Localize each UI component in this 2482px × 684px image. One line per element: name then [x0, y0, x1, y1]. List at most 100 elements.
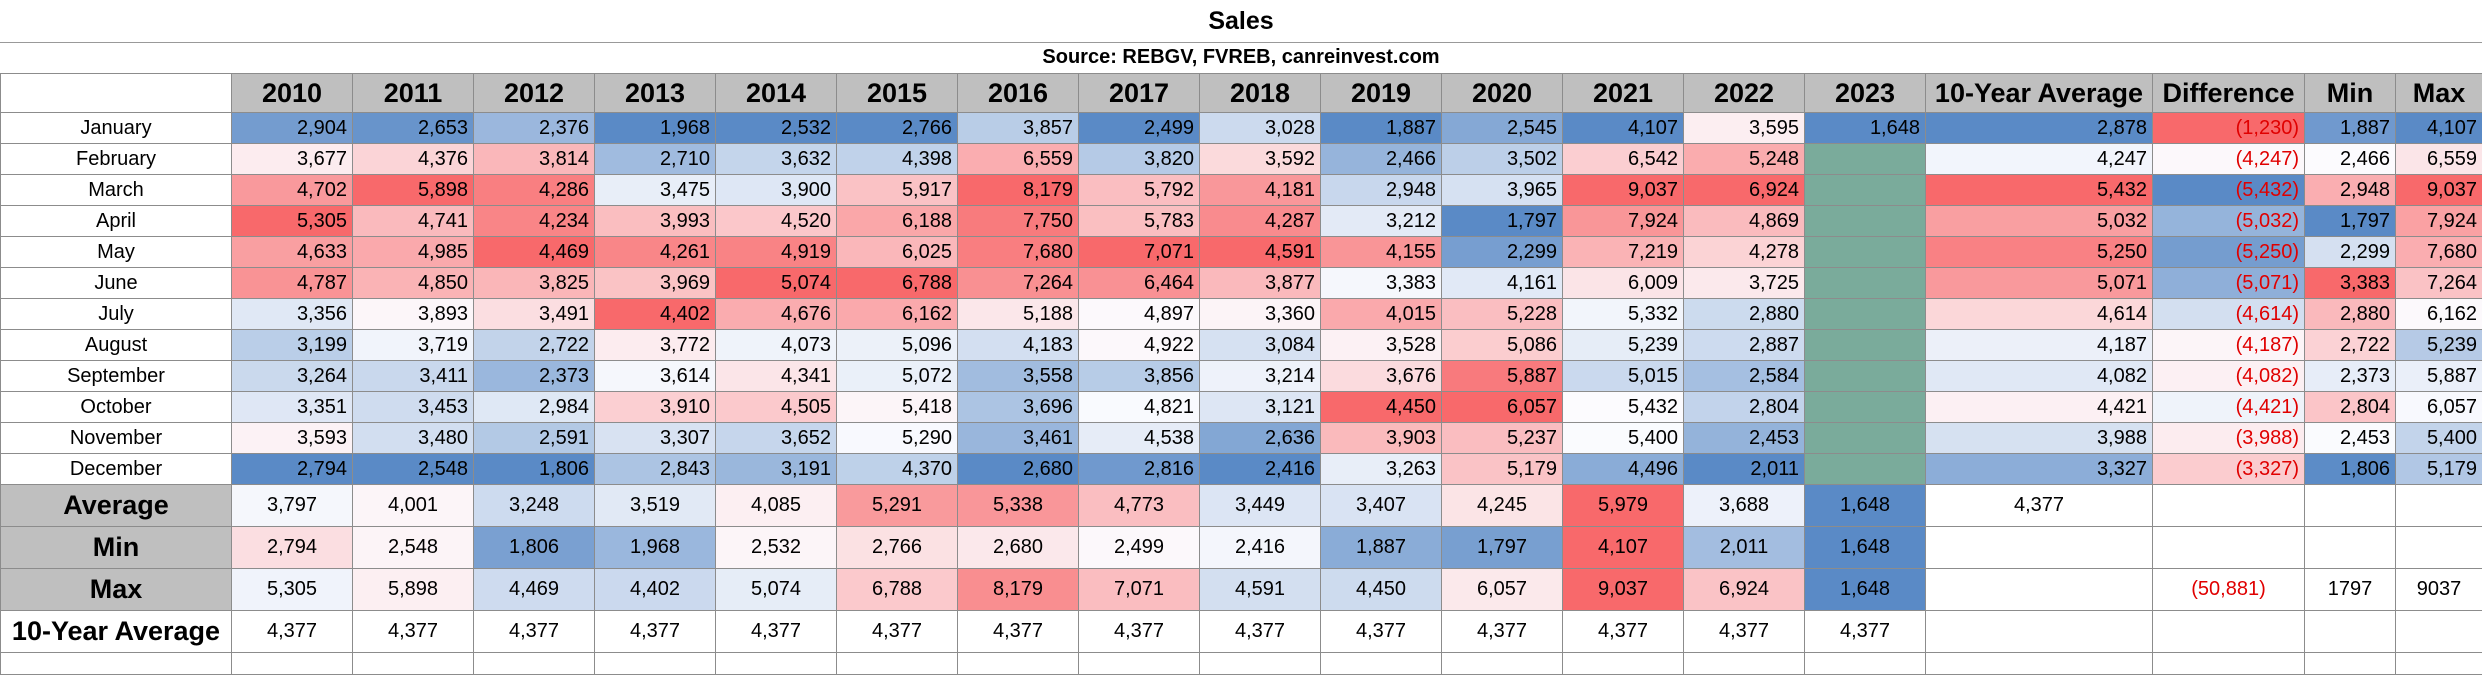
month-label[interactable]: May [0, 236, 232, 268]
summary-cell[interactable]: 5,291 [836, 484, 958, 527]
data-cell[interactable] [1804, 453, 1926, 485]
summary-cell[interactable]: 4,377 [594, 610, 716, 653]
data-cell[interactable]: 4,496 [1562, 453, 1684, 485]
summary-difference-cell[interactable]: (50,881) [2152, 568, 2305, 611]
min-cell[interactable]: 2,880 [2304, 298, 2396, 330]
max-cell[interactable]: 6,057 [2395, 391, 2482, 423]
data-cell[interactable]: 3,491 [473, 298, 595, 330]
summary-cell[interactable]: 1,797 [1441, 526, 1563, 569]
data-cell[interactable]: 4,155 [1320, 236, 1442, 268]
summary-cell[interactable]: 1,887 [1320, 526, 1442, 569]
data-cell[interactable]: 6,057 [1441, 391, 1563, 423]
data-cell[interactable]: 3,307 [594, 422, 716, 454]
difference-cell[interactable]: (4,614) [2152, 298, 2305, 330]
data-cell[interactable]: 5,400 [1562, 422, 1684, 454]
data-cell[interactable]: 4,341 [715, 360, 837, 392]
data-cell[interactable]: 3,191 [715, 453, 837, 485]
summary-cell[interactable]: 9,037 [1562, 568, 1684, 611]
data-cell[interactable]: 2,843 [594, 453, 716, 485]
data-cell[interactable]: 2,984 [473, 391, 595, 423]
data-cell[interactable]: 2,584 [1683, 360, 1805, 392]
data-cell[interactable]: 5,228 [1441, 298, 1563, 330]
ten-year-average-cell[interactable]: 5,071 [1925, 267, 2153, 299]
data-cell[interactable]: 5,074 [715, 267, 837, 299]
difference-cell[interactable]: (4,082) [2152, 360, 2305, 392]
data-cell[interactable]: 2,948 [1320, 174, 1442, 206]
data-cell[interactable]: 5,072 [836, 360, 958, 392]
summary-cell[interactable]: 4,377 [1804, 610, 1926, 653]
data-cell[interactable]: 9,037 [1562, 174, 1684, 206]
summary-min-cell[interactable] [2304, 610, 2396, 653]
ten-year-average-cell[interactable]: 4,614 [1925, 298, 2153, 330]
column-header[interactable]: 2023 [1804, 73, 1926, 113]
month-label[interactable]: September [0, 360, 232, 392]
ten-year-average-cell[interactable]: 5,032 [1925, 205, 2153, 237]
data-cell[interactable]: 4,702 [231, 174, 353, 206]
min-cell[interactable]: 2,948 [2304, 174, 2396, 206]
data-cell[interactable]: 3,383 [1320, 267, 1442, 299]
ten-year-average-cell[interactable]: 4,187 [1925, 329, 2153, 361]
max-cell[interactable]: 5,887 [2395, 360, 2482, 392]
data-cell[interactable]: 3,502 [1441, 143, 1563, 175]
data-cell[interactable]: 1,887 [1320, 112, 1442, 144]
data-cell[interactable]: 2,466 [1320, 143, 1442, 175]
data-cell[interactable]: 3,214 [1199, 360, 1321, 392]
data-cell[interactable]: 2,653 [352, 112, 474, 144]
data-cell[interactable]: 4,919 [715, 236, 837, 268]
data-cell[interactable]: 5,432 [1562, 391, 1684, 423]
data-cell[interactable]: 3,910 [594, 391, 716, 423]
data-cell[interactable]: 6,009 [1562, 267, 1684, 299]
data-cell[interactable]: 3,411 [352, 360, 474, 392]
data-cell[interactable]: 4,015 [1320, 298, 1442, 330]
empty-cell[interactable] [2152, 652, 2305, 675]
data-cell[interactable]: 2,887 [1683, 329, 1805, 361]
month-label[interactable]: June [0, 267, 232, 299]
summary-cell[interactable]: 3,688 [1683, 484, 1805, 527]
summary-cell[interactable]: 2,532 [715, 526, 837, 569]
data-cell[interactable]: 5,898 [352, 174, 474, 206]
max-cell[interactable]: 6,162 [2395, 298, 2482, 330]
summary-cell[interactable]: 4,450 [1320, 568, 1442, 611]
data-cell[interactable]: 3,969 [594, 267, 716, 299]
empty-cell[interactable] [1078, 652, 1200, 675]
summary-cell[interactable]: 1,648 [1804, 568, 1926, 611]
data-cell[interactable]: 3,725 [1683, 267, 1805, 299]
data-cell[interactable]: 8,179 [957, 174, 1079, 206]
data-cell[interactable]: 4,234 [473, 205, 595, 237]
data-cell[interactable]: 3,212 [1320, 205, 1442, 237]
data-cell[interactable]: 4,073 [715, 329, 837, 361]
data-cell[interactable] [1804, 422, 1926, 454]
data-cell[interactable]: 6,162 [836, 298, 958, 330]
data-cell[interactable]: 3,820 [1078, 143, 1200, 175]
min-cell[interactable]: 2,453 [2304, 422, 2396, 454]
summary-average-cell[interactable]: 4,377 [1925, 484, 2153, 527]
data-cell[interactable]: 3,028 [1199, 112, 1321, 144]
summary-cell[interactable]: 4,591 [1199, 568, 1321, 611]
data-cell[interactable]: 2,376 [473, 112, 595, 144]
max-cell[interactable]: 6,559 [2395, 143, 2482, 175]
difference-cell[interactable]: (5,071) [2152, 267, 2305, 299]
summary-max-cell[interactable] [2395, 526, 2482, 569]
data-cell[interactable]: 3,677 [231, 143, 353, 175]
summary-cell[interactable]: 1,648 [1804, 526, 1926, 569]
empty-cell[interactable] [1562, 652, 1684, 675]
column-header[interactable]: Difference [2152, 73, 2305, 113]
column-header[interactable]: 2011 [352, 73, 474, 113]
empty-cell[interactable] [2395, 652, 2482, 675]
data-cell[interactable]: 6,188 [836, 205, 958, 237]
data-cell[interactable]: 7,219 [1562, 236, 1684, 268]
data-cell[interactable]: 3,877 [1199, 267, 1321, 299]
data-cell[interactable]: 3,593 [231, 422, 353, 454]
sheet-title[interactable]: Sales [0, 0, 2482, 43]
data-cell[interactable]: 7,750 [957, 205, 1079, 237]
column-header[interactable]: 2012 [473, 73, 595, 113]
data-cell[interactable]: 4,450 [1320, 391, 1442, 423]
data-cell[interactable]: 1,968 [594, 112, 716, 144]
data-cell[interactable]: 2,766 [836, 112, 958, 144]
data-cell[interactable]: 4,278 [1683, 236, 1805, 268]
empty-cell[interactable] [715, 652, 837, 675]
data-cell[interactable]: 5,248 [1683, 143, 1805, 175]
difference-cell[interactable]: (4,421) [2152, 391, 2305, 423]
data-cell[interactable]: 5,418 [836, 391, 958, 423]
summary-min-cell[interactable] [2304, 484, 2396, 527]
